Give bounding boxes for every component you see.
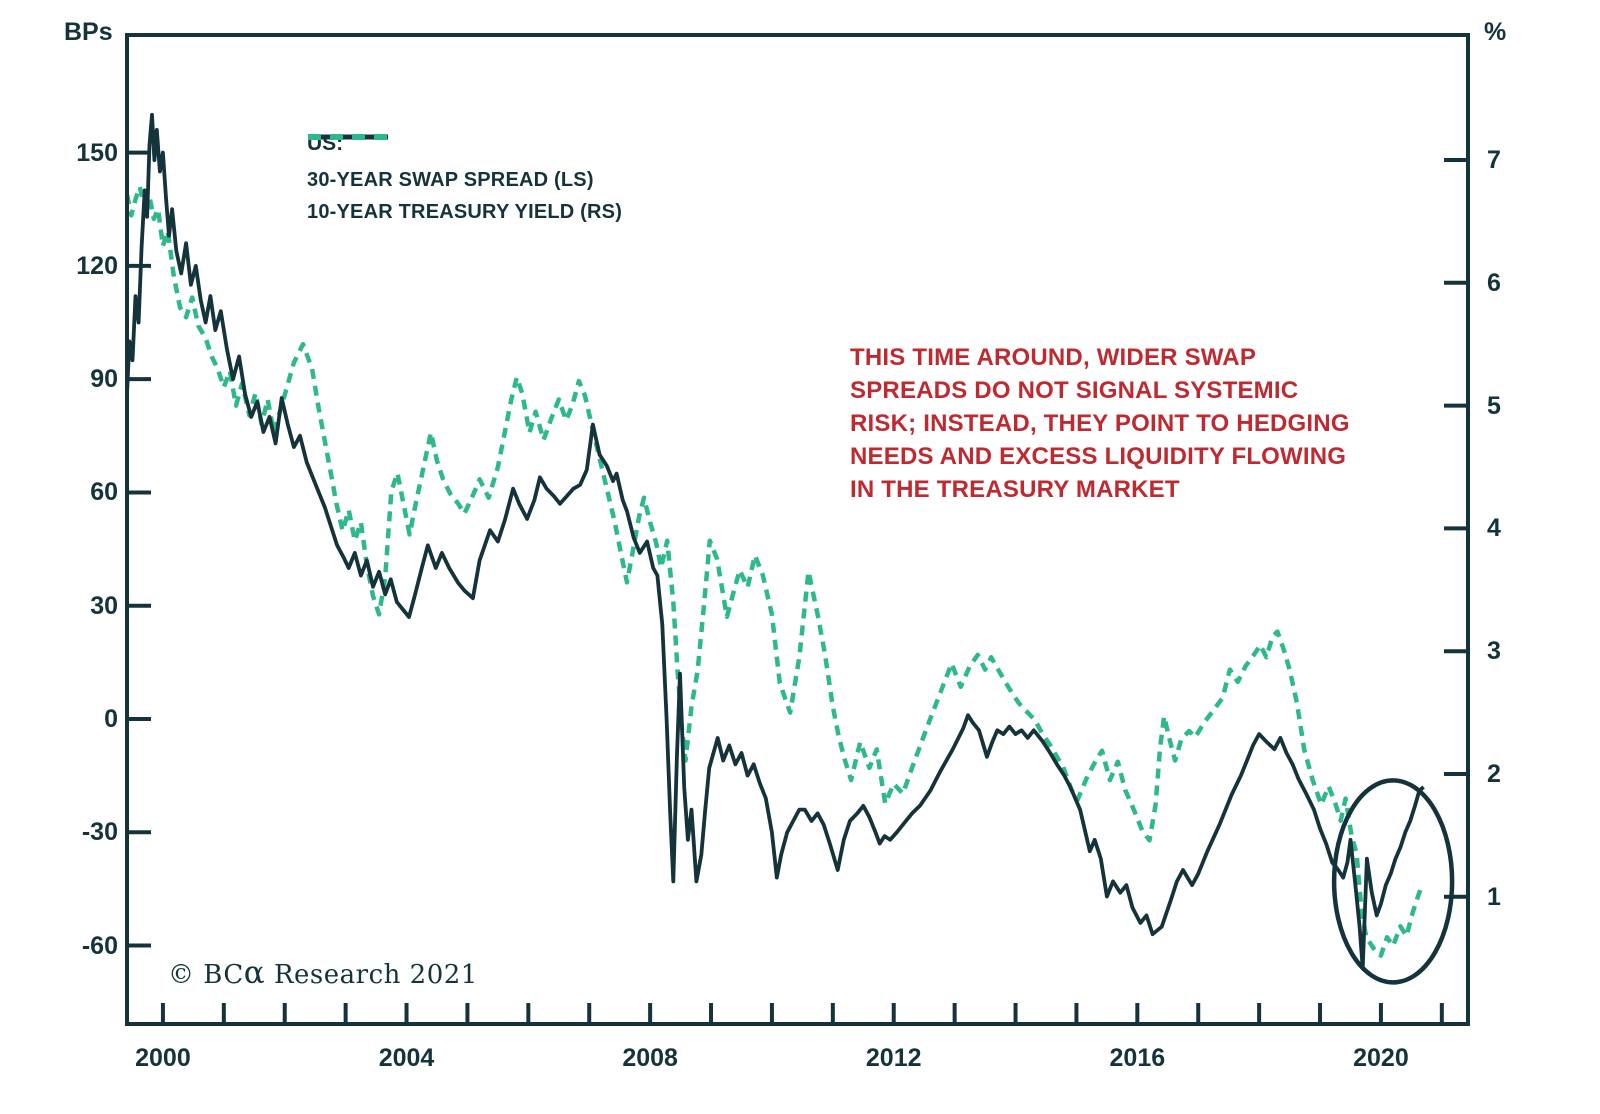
legend-item-swap-spread: 30-YEAR SWAP SPREAD (LS)	[307, 134, 622, 196]
copyright: © BCα Research 2021	[168, 958, 478, 991]
highlight-ellipse	[1331, 778, 1455, 985]
right-axis-tick-label-1: 1	[1487, 882, 1501, 911]
left-axis-tick-label--60: -60	[81, 931, 118, 960]
legend: US: 30-YEAR SWAP SPREAD (LS) 10-YEAR TRE…	[307, 132, 622, 228]
copyright-prefix: © BC	[168, 960, 244, 990]
right-axis-tick-label-4: 4	[1487, 514, 1501, 543]
legend-label-swap-spread: 30-YEAR SWAP SPREAD (LS)	[307, 168, 594, 191]
left-axis-tick-label-60: 60	[90, 478, 118, 507]
x-axis-label-2004: 2004	[378, 1044, 435, 1072]
left-axis-unit-label: BPs	[64, 18, 113, 46]
swap-spread-series-line	[125, 112, 1425, 971]
right-axis-tick-label-3: 3	[1487, 637, 1501, 666]
x-axis-label-2008: 2008	[622, 1044, 678, 1072]
right-axis-tick-label-5: 5	[1487, 391, 1501, 420]
left-axis-tick-label--30: -30	[81, 818, 118, 847]
x-axis-label-2000: 2000	[135, 1044, 191, 1072]
treasury-yield-series-line	[124, 184, 1425, 958]
copyright-suffix: Research 2021	[265, 960, 478, 990]
left-axis-tick-label-120: 120	[76, 251, 118, 280]
x-axis-label-2020: 2020	[1353, 1044, 1409, 1072]
legend-label-treasury-yield: 10-YEAR TREASURY YIELD (RS)	[307, 200, 623, 223]
annotation-callout: THIS TIME AROUND, WIDER SWAP SPREADS DO …	[850, 344, 1350, 503]
dashed-line-swatch-icon	[308, 134, 388, 140]
right-axis-tick-label-2: 2	[1487, 760, 1501, 788]
right-axis-unit-label: %	[1484, 18, 1507, 46]
left-axis-tick-label-90: 90	[90, 365, 118, 394]
x-axis-label-2012: 2012	[865, 1044, 922, 1072]
left-axis-tick-label-0: 0	[104, 705, 118, 733]
x-axis-label-2016: 2016	[1109, 1044, 1166, 1072]
left-axis-tick-label-30: 30	[90, 591, 118, 620]
right-axis-tick-label-7: 7	[1487, 146, 1501, 174]
left-axis-tick-label-150: 150	[76, 138, 118, 167]
legend-item-treasury-yield: 10-YEAR TREASURY YIELD (RS)	[307, 134, 623, 228]
bca-alpha-glyph: α	[243, 955, 266, 991]
right-axis-tick-label-6: 6	[1487, 268, 1501, 297]
